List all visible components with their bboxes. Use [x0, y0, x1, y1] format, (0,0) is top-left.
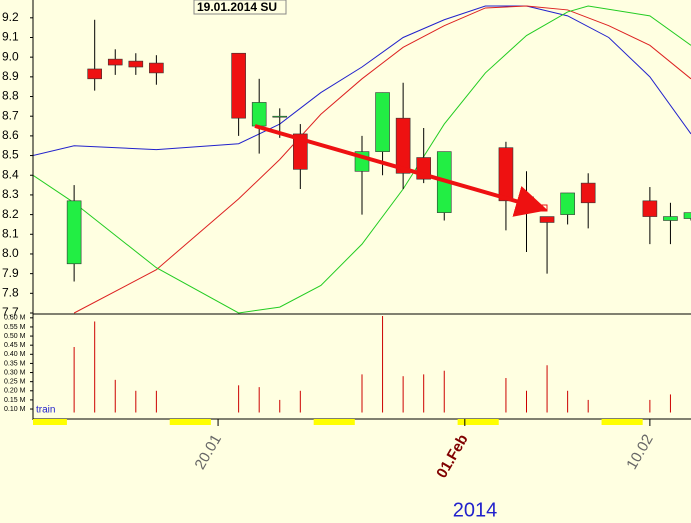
- x-tick-label: 20.01: [191, 431, 224, 472]
- y-tick-label: 9.0: [2, 49, 19, 63]
- candle-body: [87, 68, 102, 80]
- weekend-marker: [601, 419, 643, 425]
- axes: 7.7 7.8 7.9 8.0 8.1 8.2 8.3 8.4 8.5 8.6 8.7 8.8 8.9 9…: [2, 0, 691, 481]
- cursor-box: [193, 0, 287, 15]
- y-tick-label: 8.2: [2, 207, 19, 221]
- y-tick-label: 0.10 M: [4, 406, 26, 413]
- candle-body: [539, 216, 555, 223]
- candle-body: [231, 52, 246, 119]
- cursor-label: 19.01.2014 SU: [197, 0, 277, 14]
- y-tick-label: 0.25 M: [4, 379, 26, 386]
- candle-body: [642, 200, 658, 217]
- candle-body: [560, 192, 575, 215]
- moving-average: [33, 5, 691, 157]
- trend-arrow: [254, 124, 548, 217]
- y-tick-label: 0.15 M: [4, 397, 26, 404]
- candle-body: [149, 62, 164, 74]
- y-tick-label: 8.8: [2, 89, 19, 103]
- y-tick-label: 9.1: [2, 30, 19, 44]
- x-tick-label: 01.Feb: [433, 431, 471, 481]
- y-tick-label: 8.6: [2, 128, 19, 142]
- price-plot: [33, 5, 691, 314]
- candle-body: [683, 212, 691, 219]
- candle-body: [251, 102, 267, 127]
- y-tick-label: 0.55 M: [4, 324, 26, 331]
- y-tick-label: 7.7: [2, 305, 19, 319]
- y-tick-label: 0.20 M: [4, 388, 26, 395]
- candle-body: [580, 182, 596, 204]
- moving-average: [73, 5, 691, 314]
- y-tick-label: 0.30 M: [4, 369, 26, 376]
- volume-label: train: [36, 405, 55, 416]
- candle-body: [66, 200, 82, 265]
- candle-body: [498, 147, 514, 202]
- candle-body: [272, 115, 288, 118]
- y-tick-label: 0.60 M: [4, 315, 26, 322]
- candle-body: [395, 117, 411, 174]
- y-tick-label: 0.50 M: [4, 333, 26, 340]
- y-tick-label: 8.3: [2, 187, 19, 201]
- weekend-marker: [457, 419, 499, 425]
- volume-plot: [73, 316, 671, 413]
- candle-body: [293, 133, 308, 170]
- x-tick-label: 10.02: [623, 431, 656, 472]
- y-tick-label: 0.35 M: [4, 360, 26, 367]
- candle-body: [128, 60, 144, 68]
- y-tick-label: 8.1: [2, 226, 19, 240]
- y-tick-label: 8.5: [2, 148, 19, 162]
- weekend-marker: [169, 419, 211, 425]
- x-axis-title: 2014: [453, 499, 498, 521]
- trend-end-box: [538, 204, 548, 212]
- y-tick-label: 0.45 M: [4, 342, 26, 349]
- y-tick-label: 8.0: [2, 246, 19, 260]
- y-tick-label: 8.4: [2, 167, 19, 181]
- y-tick-label: 9.2: [2, 10, 19, 24]
- y-tick-label: 8.7: [2, 108, 19, 122]
- weekend-marker: [33, 419, 67, 425]
- y-tick-label: 8.9: [2, 69, 19, 83]
- candle-body: [375, 92, 390, 152]
- candle-body: [663, 216, 678, 221]
- y-tick-label: 7.9: [2, 266, 19, 280]
- candle-body: [107, 58, 123, 66]
- y-tick-label: 0.40 M: [4, 351, 26, 358]
- weekend-marker: [313, 419, 355, 425]
- y-tick-label: 7.8: [2, 285, 19, 299]
